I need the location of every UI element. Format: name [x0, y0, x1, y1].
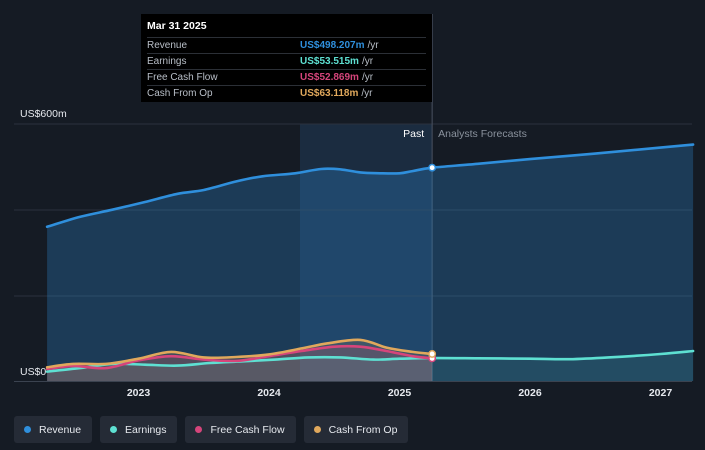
- legend-earnings-button[interactable]: Earnings: [100, 416, 178, 443]
- y-axis-bottom-label: US$0: [20, 366, 46, 378]
- tooltip-value: US$53.515m: [300, 56, 359, 67]
- tooltip-value: US$63.118m: [300, 88, 359, 99]
- tooltip-value: US$52.869m: [300, 72, 359, 83]
- tooltip-unit: /yr: [361, 56, 374, 67]
- tooltip-value: US$498.207m: [300, 40, 365, 51]
- x-tick-label: 2023: [127, 387, 151, 399]
- earnings-line: [45, 349, 695, 373]
- tooltip-row-revenue: Revenue US$498.207m /yr: [147, 37, 426, 53]
- legend-label: Revenue: [39, 423, 82, 436]
- free-cash-flow-line: [45, 344, 434, 371]
- tooltip-date: Mar 31 2025: [147, 20, 207, 32]
- tooltip-label: Earnings: [147, 56, 187, 67]
- tooltip-label: Cash From Op: [147, 88, 213, 99]
- data-tooltip: Mar 31 2025 Revenue US$498.207m /yr Earn…: [141, 14, 432, 102]
- tooltip-row-free-cash-flow: Free Cash Flow US$52.869m /yr: [147, 69, 426, 85]
- free-cash-flow-dot-icon: [195, 426, 203, 433]
- legend-label: Free Cash Flow: [210, 423, 285, 436]
- x-tick-label: 2026: [518, 387, 542, 399]
- legend-cash-from-op-button[interactable]: Cash From Op: [303, 416, 409, 443]
- tooltip-unit: /yr: [361, 72, 374, 83]
- cash-from-op-dot-icon: [313, 426, 321, 433]
- free-cash-flow-area: [47, 346, 433, 381]
- tooltip-label: Free Cash Flow: [147, 72, 218, 83]
- x-tick-label: 2024: [257, 387, 281, 399]
- revenue-line: [45, 143, 695, 229]
- x-tick-label: 2027: [649, 387, 673, 399]
- cash-from-op-line: [45, 338, 434, 369]
- earnings-area: [47, 351, 694, 381]
- chart-legend: Revenue Earnings Free Cash Flow Cash Fro…: [14, 416, 409, 443]
- earnings-dot-icon: [110, 426, 118, 433]
- tooltip-unit: /yr: [367, 40, 379, 51]
- tooltip-row-cash-from-op: Cash From Op US$63.118m /yr: [147, 85, 426, 101]
- legend-revenue-button[interactable]: Revenue: [14, 416, 93, 443]
- y-axis-top-label: US$600m: [20, 108, 67, 120]
- legend-label: Cash From Op: [328, 423, 398, 436]
- cash-from-op-marker: [428, 350, 437, 358]
- revenue-dot-icon: [24, 426, 31, 433]
- legend-free-cash-flow-button[interactable]: Free Cash Flow: [185, 416, 296, 443]
- revenue-area: [47, 144, 694, 381]
- past-highlight-band: [300, 124, 433, 381]
- revenue-marker: [428, 163, 437, 172]
- x-tick-label: 2025: [388, 387, 412, 399]
- past-label: Past: [403, 128, 424, 140]
- forecast-label: Analysts Forecasts: [438, 128, 527, 140]
- tooltip-unit: /yr: [361, 88, 373, 99]
- tooltip-label: Revenue: [147, 40, 188, 51]
- tooltip-row-earnings: Earnings US$53.515m /yr: [147, 53, 426, 69]
- legend-label: Earnings: [125, 423, 167, 436]
